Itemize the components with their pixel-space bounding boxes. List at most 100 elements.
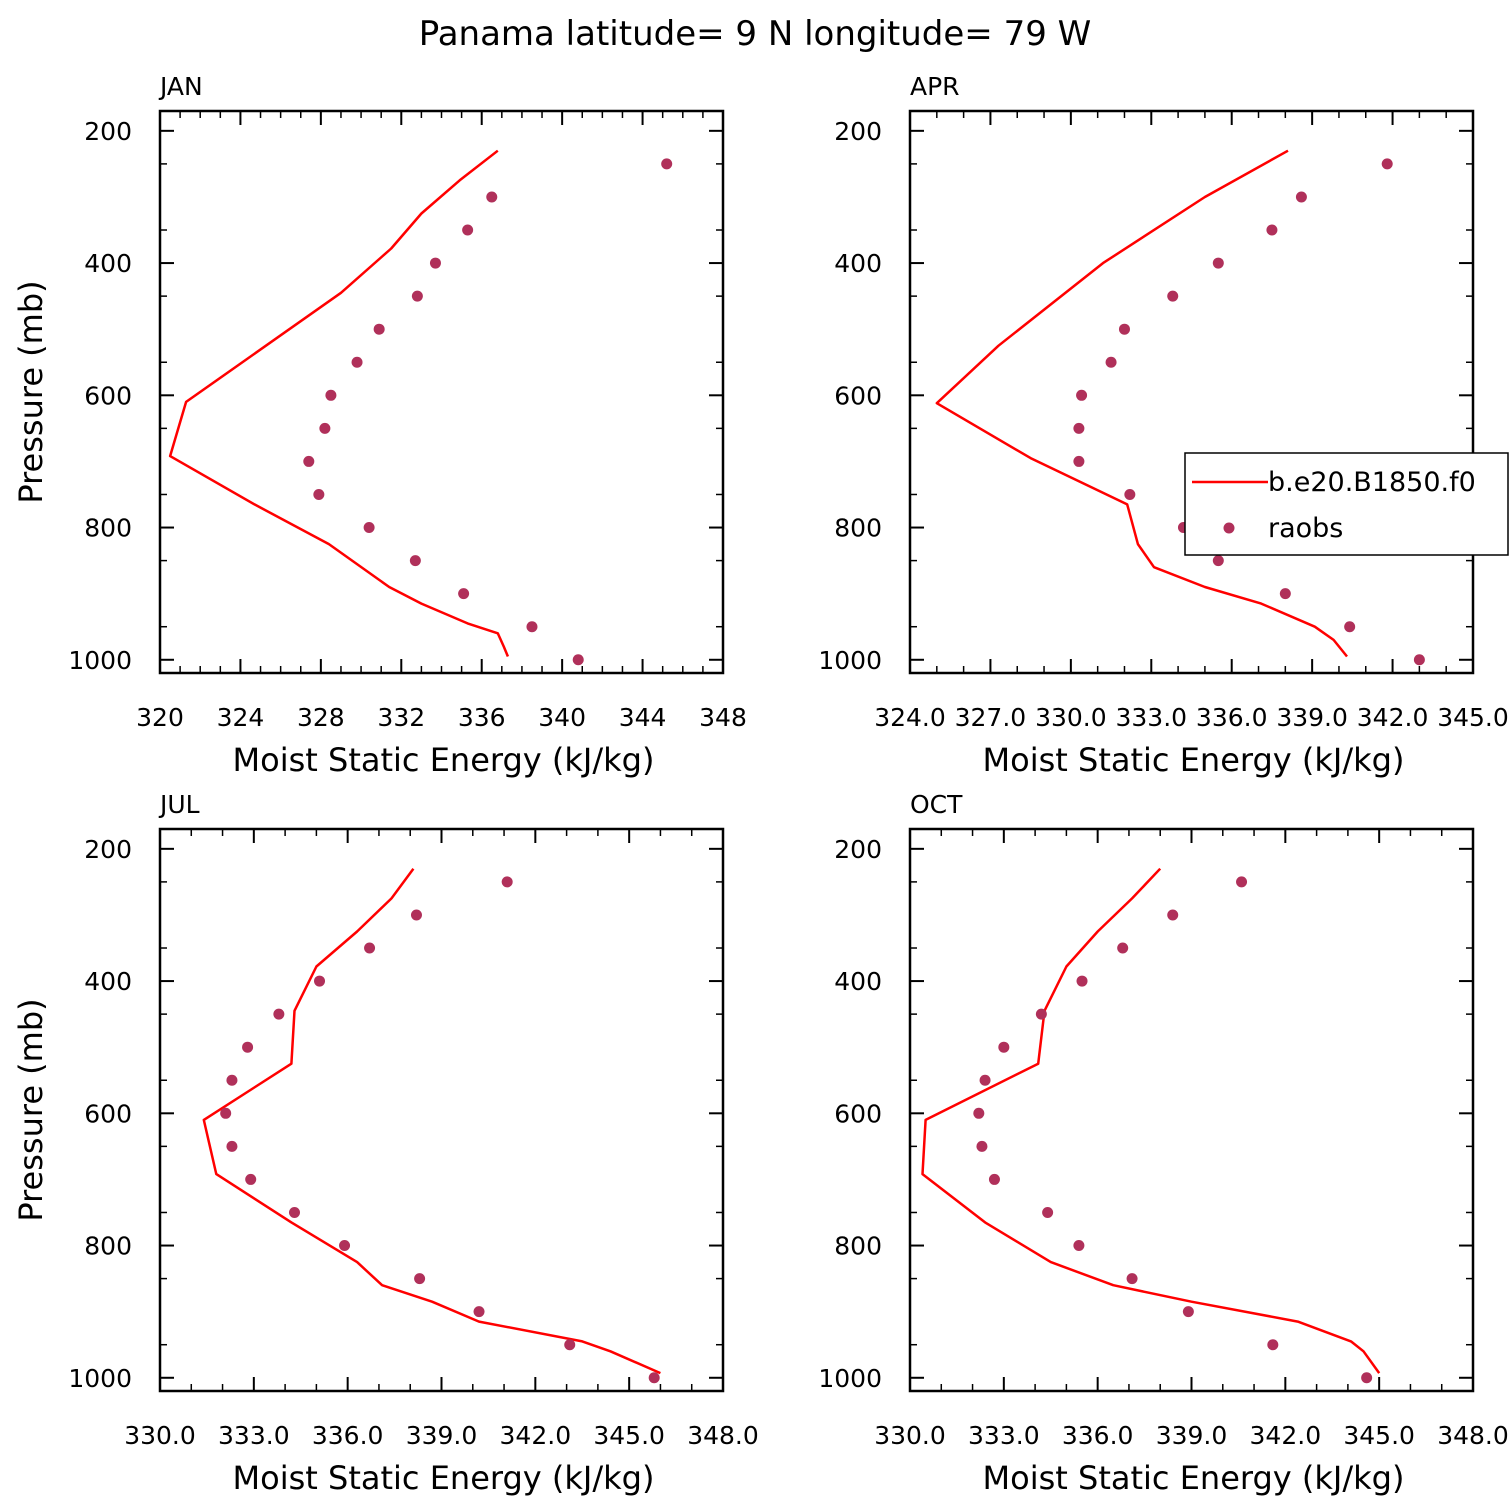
y-tick-label: 200: [84, 835, 132, 864]
data-point-raobs: [1117, 942, 1129, 954]
data-point-raobs: [979, 1074, 991, 1086]
x-tick-label: 348.0: [1437, 1421, 1509, 1450]
data-point-raobs: [1413, 654, 1425, 666]
legend-label-model: b.e20.B1850.f0: [1268, 467, 1476, 498]
data-point-raobs: [648, 1372, 660, 1384]
data-point-raobs: [501, 876, 513, 888]
data-point-raobs: [1344, 621, 1356, 633]
x-tick-label: 333.0: [218, 1421, 290, 1450]
data-point-raobs: [988, 1173, 1000, 1185]
data-point-raobs: [245, 1173, 257, 1185]
data-point-raobs: [661, 158, 673, 170]
x-axis-label: Moist Static Energy (kJ/kg): [983, 1459, 1405, 1497]
y-tick-label: 600: [834, 381, 882, 410]
data-point-raobs: [572, 654, 584, 666]
x-tick-label: 345.0: [1343, 1421, 1415, 1450]
data-point-raobs: [1126, 1273, 1138, 1285]
data-point-raobs: [1266, 224, 1278, 236]
x-tick-label: 333.0: [968, 1421, 1040, 1450]
panels: JAN 320 324 328 332 336 340 344 348 200 400 600 800 1…: [12, 72, 1509, 1497]
x-tick-label: 327.0: [955, 703, 1027, 732]
data-point-raobs: [1042, 1206, 1054, 1218]
data-point-raobs: [242, 1041, 254, 1053]
data-point-raobs: [409, 555, 421, 567]
y-tick-label: 200: [84, 117, 132, 146]
data-point-raobs: [998, 1041, 1010, 1053]
x-tick-label: 348.0: [687, 1421, 759, 1450]
data-point-raobs: [339, 1240, 351, 1252]
x-tick-label: 342.0: [500, 1421, 572, 1450]
y-tick-label: 600: [84, 381, 132, 410]
y-tick-label: 600: [834, 1099, 882, 1128]
y-tick-label: 400: [834, 967, 882, 996]
x-tick-label: 320: [136, 703, 184, 732]
data-point-raobs: [1381, 158, 1393, 170]
data-point-raobs: [313, 488, 325, 500]
data-point-raobs: [429, 257, 441, 269]
panel-apr: APR 324.0 327.0 330.0 333.0 336.0 339.0 342.0 34…: [818, 72, 1508, 779]
x-tick-label: 324: [217, 703, 265, 732]
x-tick-label: 330.0: [874, 1421, 946, 1450]
x-tick-label: 339.0: [1276, 703, 1348, 732]
legend-box: [1184, 452, 1509, 556]
x-tick-label: 345.0: [593, 1421, 665, 1450]
y-tick-label: 1000: [68, 1364, 132, 1393]
legend-label-raobs: raobs: [1268, 513, 1343, 544]
data-point-raobs: [226, 1140, 238, 1152]
x-tick-label: 324.0: [874, 703, 946, 732]
data-point-raobs: [976, 1140, 988, 1152]
legend-marker-swatch: [1223, 522, 1235, 534]
data-point-raobs: [458, 588, 470, 600]
data-point-raobs: [473, 1306, 485, 1318]
data-point-raobs: [414, 1273, 426, 1285]
x-tick-label: 336: [458, 703, 506, 732]
data-point-raobs: [220, 1107, 232, 1119]
data-point-raobs: [1167, 290, 1179, 302]
x-tick-label: 336.0: [1062, 1421, 1134, 1450]
y-tick-label: 1000: [818, 1364, 882, 1393]
x-tick-label: 333.0: [1115, 703, 1187, 732]
x-tick-label: 348: [699, 703, 747, 732]
data-point-raobs: [364, 942, 376, 954]
y-axis-label: Pressure (mb): [12, 998, 50, 1221]
y-tick-label: 800: [84, 1232, 132, 1261]
data-point-raobs: [363, 522, 375, 534]
series-line-model: [935, 149, 1348, 658]
x-tick-label: 340: [538, 703, 586, 732]
panel-jan: JAN 320 324 328 332 336 340 344 348 200 400 600 800 1…: [12, 72, 747, 779]
y-tick-label: 800: [834, 514, 882, 543]
y-tick-label: 1000: [68, 646, 132, 675]
data-point-raobs: [1073, 422, 1085, 434]
data-point-raobs: [486, 191, 498, 203]
y-tick-label: 600: [84, 1099, 132, 1128]
x-tick-label: 330.0: [124, 1421, 196, 1450]
x-tick-label: 339.0: [406, 1421, 478, 1450]
x-tick-label: 342.0: [1250, 1421, 1322, 1450]
y-tick-label: 400: [84, 249, 132, 278]
panel-label: OCT: [910, 790, 963, 819]
data-point-raobs: [462, 224, 474, 236]
panel-jul: JUL 330.0 333.0 336.0 339.0 342.0 345.0 348.0 20…: [12, 790, 759, 1497]
data-point-raobs: [1279, 588, 1291, 600]
data-point-raobs: [1073, 1240, 1085, 1252]
x-tick-label: 342.0: [1357, 703, 1429, 732]
panel-oct: OCT 330.0 333.0 336.0 339.0 342.0 345.0 348.0 20…: [818, 790, 1508, 1497]
x-tick-label: 345.0: [1437, 703, 1509, 732]
data-point-raobs: [564, 1339, 576, 1351]
x-tick-label: 336.0: [312, 1421, 384, 1450]
data-point-raobs: [303, 455, 315, 467]
data-point-raobs: [1035, 1008, 1047, 1020]
data-point-raobs: [319, 422, 331, 434]
data-point-raobs: [351, 356, 363, 368]
legend: b.e20.B1850.f0 raobs: [1184, 452, 1509, 556]
x-tick-label: 328: [297, 703, 345, 732]
data-point-raobs: [226, 1074, 238, 1086]
data-point-raobs: [1212, 555, 1224, 567]
data-point-raobs: [1267, 1339, 1279, 1351]
x-tick-label: 332: [377, 703, 425, 732]
y-tick-label: 400: [84, 967, 132, 996]
figure-title: Panama latitude= 9 N longitude= 79 W: [419, 14, 1092, 54]
data-point-raobs: [1236, 876, 1248, 888]
x-tick-label: 344: [619, 703, 667, 732]
